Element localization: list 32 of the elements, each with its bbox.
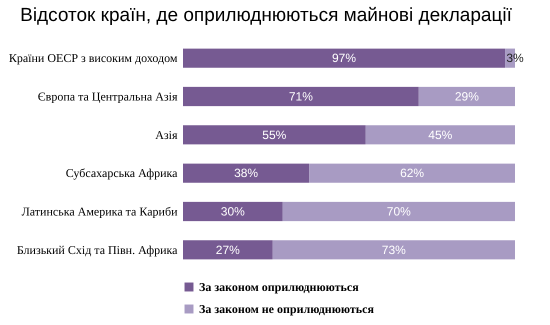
bar — [366, 125, 515, 144]
chart-title: Відсоток країн, де оприлюднюються майнові декларації — [20, 5, 513, 26]
data-label: 30% — [220, 204, 246, 218]
legend-label: За законом оприлюднюються — [199, 280, 360, 294]
data-label: 73% — [382, 242, 406, 257]
y-tick-label: Латинська Америка та Кариби — [22, 204, 178, 218]
data-label: 38% — [234, 166, 258, 180]
bar — [418, 86, 515, 106]
y-tick-label: Субсахарська Африка — [66, 166, 178, 180]
bar — [183, 48, 506, 68]
bar — [183, 164, 310, 183]
data-label: 71% — [288, 90, 314, 104]
bar — [272, 240, 515, 260]
data-label: 70% — [386, 204, 412, 218]
bar — [183, 86, 419, 106]
data-label: 3% — [506, 51, 524, 66]
y-tick-label: Близький Схід та Півн. Африка — [16, 242, 178, 257]
data-label: 55% — [262, 128, 287, 142]
bar — [309, 164, 515, 183]
data-label: 29% — [454, 90, 480, 104]
data-label: 45% — [428, 128, 453, 142]
data-label: 27% — [216, 242, 240, 257]
y-tick-label: Країни ОЕСР з високим доходом — [8, 51, 178, 66]
bar — [282, 202, 515, 222]
bar — [183, 202, 283, 222]
legend-label: За законом не оприлюднюються — [199, 302, 374, 316]
y-tick-label: Європа та Центральна Азія — [38, 90, 178, 104]
data-label: 97% — [332, 51, 356, 66]
data-label: 62% — [400, 166, 424, 180]
bar — [183, 240, 273, 260]
bar — [183, 125, 366, 144]
y-tick-label: Азія — [155, 128, 178, 142]
